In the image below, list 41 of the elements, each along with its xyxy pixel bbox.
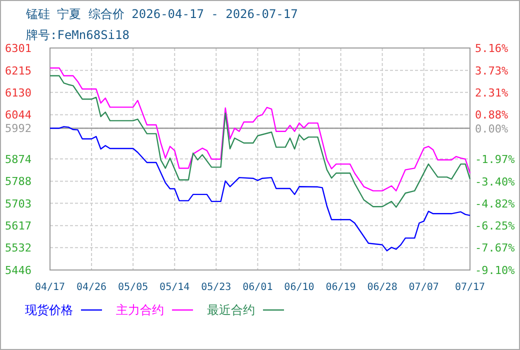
legend-label: 现货价格 <box>25 303 73 317</box>
y-tick-label: 6301 <box>5 42 32 55</box>
x-tick-label: 05/05 <box>118 282 148 293</box>
y-tick-label: 5874 <box>5 152 32 166</box>
y-tick-label: 6215 <box>5 64 32 78</box>
y2-tick-label: 0.00% <box>475 122 508 136</box>
chart-subtitle: 牌号:FeMn68Si18 <box>26 28 130 42</box>
y-tick-label: 5788 <box>5 175 32 188</box>
legend-label: 最近合约 <box>207 303 255 317</box>
x-tick-label: 06/28 <box>367 282 398 293</box>
y2-tick-label: -6.25% <box>475 220 516 233</box>
y2-tick-label: -4.82% <box>475 197 516 210</box>
x-tick-label: 06/01 <box>242 282 273 293</box>
x-tick-label: 05/23 <box>201 282 232 293</box>
x-tick-label: 04/26 <box>76 282 107 293</box>
y2-tick-label: 3.73% <box>475 64 508 78</box>
y2-tick-label: -3.40% <box>475 175 516 188</box>
legend-label: 主力合约 <box>116 303 164 317</box>
x-tick-label: 06/10 <box>284 282 314 293</box>
y-tick-label: 6044 <box>5 108 32 122</box>
line-series <box>49 75 471 208</box>
x-tick-label: 06/19 <box>326 282 356 293</box>
y-tick-label: 5992 <box>5 122 32 136</box>
y-tick-label: 5446 <box>5 264 32 277</box>
y2-tick-label: -7.67% <box>475 242 516 255</box>
x-tick-label: 07/07 <box>408 282 439 293</box>
y-tick-label: 5532 <box>5 242 32 255</box>
x-tick-label: 07/17 <box>454 282 486 293</box>
x-tick-label: 05/14 <box>160 282 190 293</box>
y-tick-label: 5617 <box>5 220 32 233</box>
y2-tick-label: 5.16% <box>475 42 508 55</box>
line-series <box>49 67 471 192</box>
y2-tick-label: -1.97% <box>475 153 516 166</box>
chart-title: 锰硅 宁夏 综合价 2026-04-17 - 2026-07-17 <box>25 7 298 21</box>
y2-tick-label: 0.88% <box>475 108 508 122</box>
y-tick-label: 6130 <box>5 86 32 100</box>
y2-tick-label: -9.10% <box>475 264 516 277</box>
x-tick-label: 04/17 <box>34 282 66 293</box>
y-tick-label: 5703 <box>5 197 32 210</box>
y2-tick-label: 2.31% <box>475 86 508 100</box>
line-series <box>49 126 471 252</box>
